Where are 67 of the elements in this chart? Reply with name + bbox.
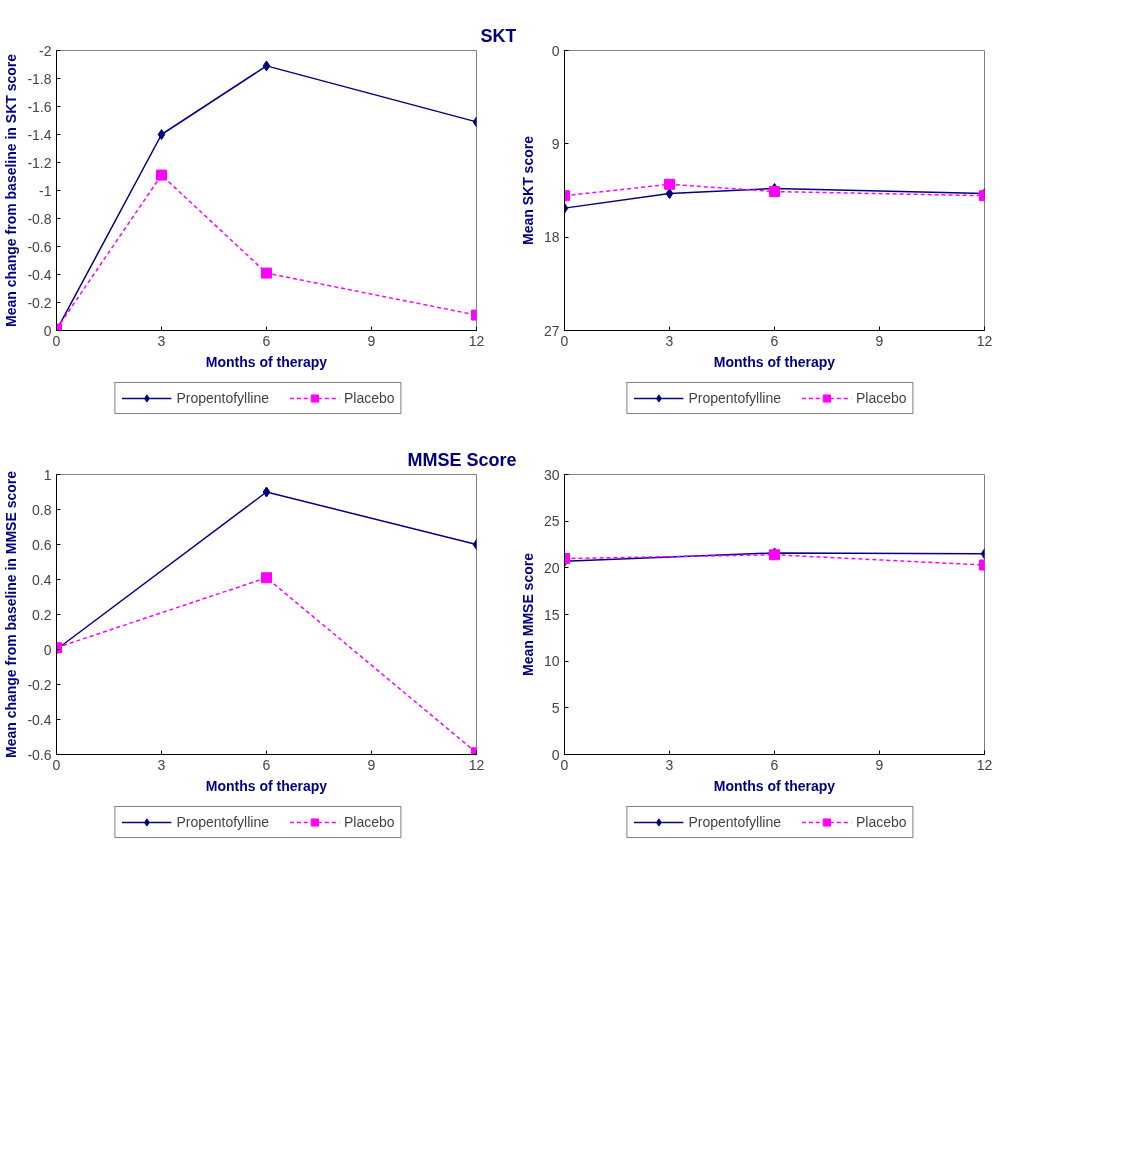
- y-tick-label: 9: [551, 135, 560, 152]
- y-tick-label: 18: [543, 229, 560, 246]
- x-tick-label: 3: [157, 332, 166, 349]
- y-tick-label: 27: [543, 322, 560, 339]
- x-tick-label: 6: [262, 756, 271, 773]
- y-tick-label: -0.4: [27, 266, 52, 283]
- y-tick-label: 0.8: [32, 501, 52, 518]
- y-tick-label: 0.4: [32, 571, 52, 588]
- y-tick-label: -1.6: [27, 98, 52, 115]
- y-tick-label: 20: [543, 559, 560, 576]
- point: [665, 188, 674, 200]
- legend-label: Propentofylline: [688, 813, 782, 831]
- y-axis-title: Mean change from baseline in SKT score: [3, 53, 20, 328]
- y-tick-label: 0: [43, 641, 52, 658]
- point: [262, 60, 271, 72]
- x-tick-label: 3: [157, 756, 166, 773]
- x-tick-label: 12: [976, 332, 993, 349]
- point: [262, 486, 271, 498]
- legend-label: Placebo: [344, 813, 395, 831]
- y-tick-label: 25: [543, 513, 560, 530]
- y-axis-title: Mean MMSE score: [519, 552, 536, 676]
- y-axis-title: Mean change from baseline in MMSE score: [3, 470, 20, 759]
- x-tick-label: 9: [875, 756, 884, 773]
- legend-label: Propentofylline: [688, 389, 782, 407]
- y-tick-label: -0.8: [27, 210, 52, 227]
- y-tick-label: -1: [39, 182, 52, 199]
- legend-label: Propentofylline: [176, 813, 270, 831]
- legend-label: Placebo: [856, 389, 907, 407]
- y-tick-label: -1.4: [27, 126, 52, 143]
- x-axis-title: Months of therapy: [713, 353, 836, 370]
- y-tick-label: 15: [543, 606, 560, 623]
- x-tick-label: 3: [665, 756, 674, 773]
- y-tick-label: -1.8: [27, 70, 52, 87]
- x-tick-label: 12: [468, 332, 485, 349]
- x-axis-title: Months of therapy: [205, 777, 328, 794]
- y-tick-label: 0.2: [32, 606, 52, 623]
- x-tick-label: 6: [770, 332, 779, 349]
- x-axis-title: Months of therapy: [713, 777, 836, 794]
- y-tick-label: 10: [543, 653, 560, 670]
- chart-title: MMSE Score: [407, 449, 517, 470]
- y-axis-title: Mean SKT score: [519, 135, 536, 245]
- y-tick-label: -2: [39, 42, 52, 59]
- legend-label: Propentofylline: [176, 389, 270, 407]
- x-tick-label: 6: [262, 332, 271, 349]
- legend-label: Placebo: [856, 813, 907, 831]
- legend-label: Placebo: [344, 389, 395, 407]
- y-tick-label: 1: [43, 466, 52, 483]
- y-tick-label: -1.2: [27, 154, 52, 171]
- y-tick-label: 5: [551, 699, 560, 716]
- x-axis-title: Months of therapy: [205, 353, 328, 370]
- chart-title: SKT: [480, 25, 517, 46]
- y-tick-label: -0.6: [27, 238, 52, 255]
- point: [157, 129, 166, 140]
- y-tick-label: -0.2: [27, 294, 52, 311]
- x-tick-label: 9: [875, 332, 884, 349]
- y-tick-label: -0.4: [27, 711, 52, 728]
- y-tick-label: 0.6: [32, 536, 52, 553]
- x-tick-label: 3: [665, 332, 674, 349]
- x-tick-label: 12: [468, 756, 485, 773]
- y-tick-label: 30: [543, 466, 560, 483]
- x-tick-label: 9: [367, 332, 376, 349]
- y-tick-label: -0.2: [27, 676, 52, 693]
- x-tick-label: 12: [976, 756, 993, 773]
- x-tick-label: 9: [367, 756, 376, 773]
- y-tick-label: -0.6: [27, 746, 52, 763]
- y-tick-label: 0: [551, 42, 560, 59]
- x-tick-label: 6: [770, 756, 779, 773]
